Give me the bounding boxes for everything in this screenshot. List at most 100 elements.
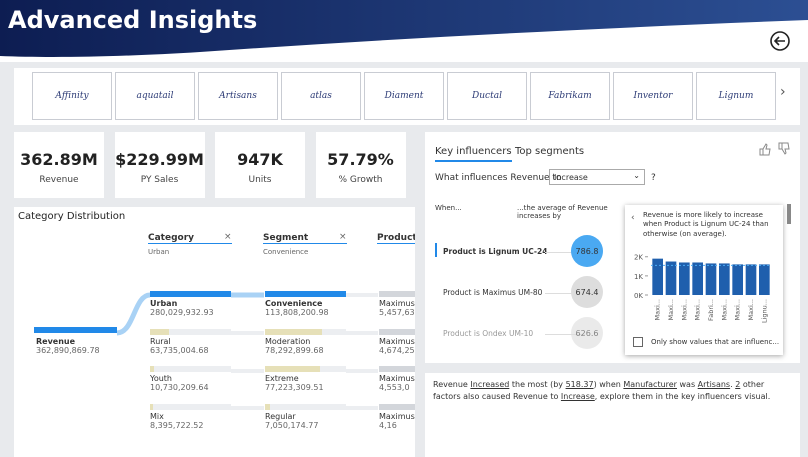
brand-logo: Diament xyxy=(364,72,444,120)
title: Advanced Insights xyxy=(8,6,258,34)
x-tick-label: Lignu... xyxy=(760,299,768,323)
bar xyxy=(652,258,663,295)
node-name: Moderation xyxy=(265,336,311,346)
kpi-card: $229.99M PY Sales xyxy=(114,132,205,198)
narrative-part: ) when xyxy=(593,380,624,389)
narrative-part: the most (by xyxy=(509,380,566,389)
node-bar xyxy=(379,291,415,297)
selected-marker xyxy=(435,243,437,257)
row-label: Product is Lignum UC-24 xyxy=(443,247,548,256)
node-value: 77,223,309.51 xyxy=(265,383,324,393)
header-bg xyxy=(0,0,808,62)
bar xyxy=(759,264,770,295)
kpi-card: 57.79% % Growth xyxy=(315,132,406,198)
chevron: ⌄ xyxy=(633,171,640,180)
checkbox[interactable] xyxy=(633,337,643,347)
column-close: × xyxy=(224,232,232,242)
node-value: 4,674,25 xyxy=(379,345,415,355)
brand-logo: Lignum xyxy=(696,72,776,120)
row-line xyxy=(545,293,585,294)
node-name: Maximus xyxy=(379,374,415,384)
bar-fill xyxy=(379,366,415,373)
node-name: Urban xyxy=(150,299,178,308)
node-value: 4,16 xyxy=(379,421,397,431)
narrative-part: was xyxy=(676,380,698,389)
node-value: 280,029,932.93 xyxy=(150,308,214,317)
bar-fill xyxy=(265,291,346,297)
narrative-part: Increased xyxy=(470,380,510,389)
node-value: 78,292,899.68 xyxy=(265,345,324,355)
question: What influences Revenue to xyxy=(435,173,562,183)
root-bar xyxy=(34,327,117,333)
bar xyxy=(665,261,677,295)
bar-fill xyxy=(379,404,415,411)
node-value: 8,395,722.52 xyxy=(150,421,204,431)
narrative-part: other factors also caused Revenue to xyxy=(433,380,765,401)
bar xyxy=(732,264,743,295)
node-bar xyxy=(265,366,346,373)
y-tick-label: 0K xyxy=(634,292,643,300)
y-tick-label: 1K xyxy=(634,273,643,281)
node-value: 4,553,0 xyxy=(379,383,410,393)
x-tick-label: Maxi... xyxy=(694,299,702,320)
kpi-card: 362.89M Revenue xyxy=(14,132,104,198)
node-name: Rural xyxy=(150,336,171,346)
node-value: 63,735,004.68 xyxy=(150,345,209,355)
brand-logo: Fabrikam xyxy=(530,72,610,120)
mini-chart: 0K 1K 2K Maxi... Maxi... Maxi... Maxi... Fabri.… xyxy=(634,254,771,323)
node-bar xyxy=(265,291,346,297)
tab[interactable]: Top segments xyxy=(515,146,585,157)
x-tick-label: Fabri... xyxy=(707,299,715,321)
feedback-icons xyxy=(759,142,790,156)
root-value: 362,890,869.78 xyxy=(36,346,100,355)
brand-logo: Affinity xyxy=(32,72,112,120)
column-close: × xyxy=(339,232,347,242)
node-name: Maximus xyxy=(379,412,415,422)
narrative-part: Increase xyxy=(560,392,595,401)
dropdown[interactable]: Increase ⌄ xyxy=(549,169,645,185)
scrollbar[interactable] xyxy=(787,204,791,224)
kpi-label: % Growth xyxy=(338,175,383,185)
narrative-part: , explore them in the key influencers vi… xyxy=(594,392,771,401)
node-name: Youth xyxy=(150,374,172,384)
node-bar xyxy=(379,328,415,335)
node-bar xyxy=(150,404,231,411)
row-label: Product is Ondex UM-10 xyxy=(443,329,534,338)
tree-title: Category Distribution xyxy=(18,211,126,222)
bar-fill xyxy=(379,291,415,297)
detail-popup: ‹ Revenue is more likely to increase whe… xyxy=(625,205,783,355)
narrative-part: 2 xyxy=(735,380,741,389)
detail-text: Revenue is more likely to increase when … xyxy=(643,211,769,238)
kpi-value: $229.99M xyxy=(115,150,204,169)
node-value: 5,457,63 xyxy=(379,308,415,317)
node-bar xyxy=(265,404,346,411)
y-tick-label: 2K xyxy=(634,254,643,262)
tab[interactable]: Key influencers xyxy=(435,146,512,162)
x-tick-label: Maxi... xyxy=(667,299,675,320)
kpi-label: Units xyxy=(248,175,272,185)
node-bar xyxy=(265,328,346,335)
brand-strip: › Affinity aquatail Artisans atlas Diament Du… xyxy=(14,68,800,125)
col-when: When... xyxy=(435,204,462,212)
column-header: Product xyxy=(377,233,415,244)
x-tick-label: Maxi... xyxy=(680,299,688,320)
kpi-value: 947K xyxy=(237,150,283,169)
bar-fill xyxy=(265,366,321,373)
root-name: Revenue xyxy=(36,337,76,346)
narrative-part: Artisans xyxy=(697,380,731,389)
column-filter: Urban xyxy=(148,248,170,256)
node-bar xyxy=(379,366,415,373)
row-label: Product is Maximus UM-80 xyxy=(443,288,543,297)
back[interactable]: ‹ xyxy=(631,213,635,223)
scroll-arrow[interactable]: › xyxy=(780,84,786,100)
brand-logo: Artisans xyxy=(198,72,278,120)
brand-logo: aquatail xyxy=(115,72,195,120)
row-bubble: 626.6 xyxy=(571,317,603,349)
kpi-label: PY Sales xyxy=(140,175,179,185)
node-bar xyxy=(150,366,231,373)
brand-logo: Inventor xyxy=(613,72,693,120)
help[interactable]: ? xyxy=(651,173,656,183)
kpi-value: 362.89M xyxy=(20,150,98,169)
kpi-card: 947K Units xyxy=(215,132,305,198)
